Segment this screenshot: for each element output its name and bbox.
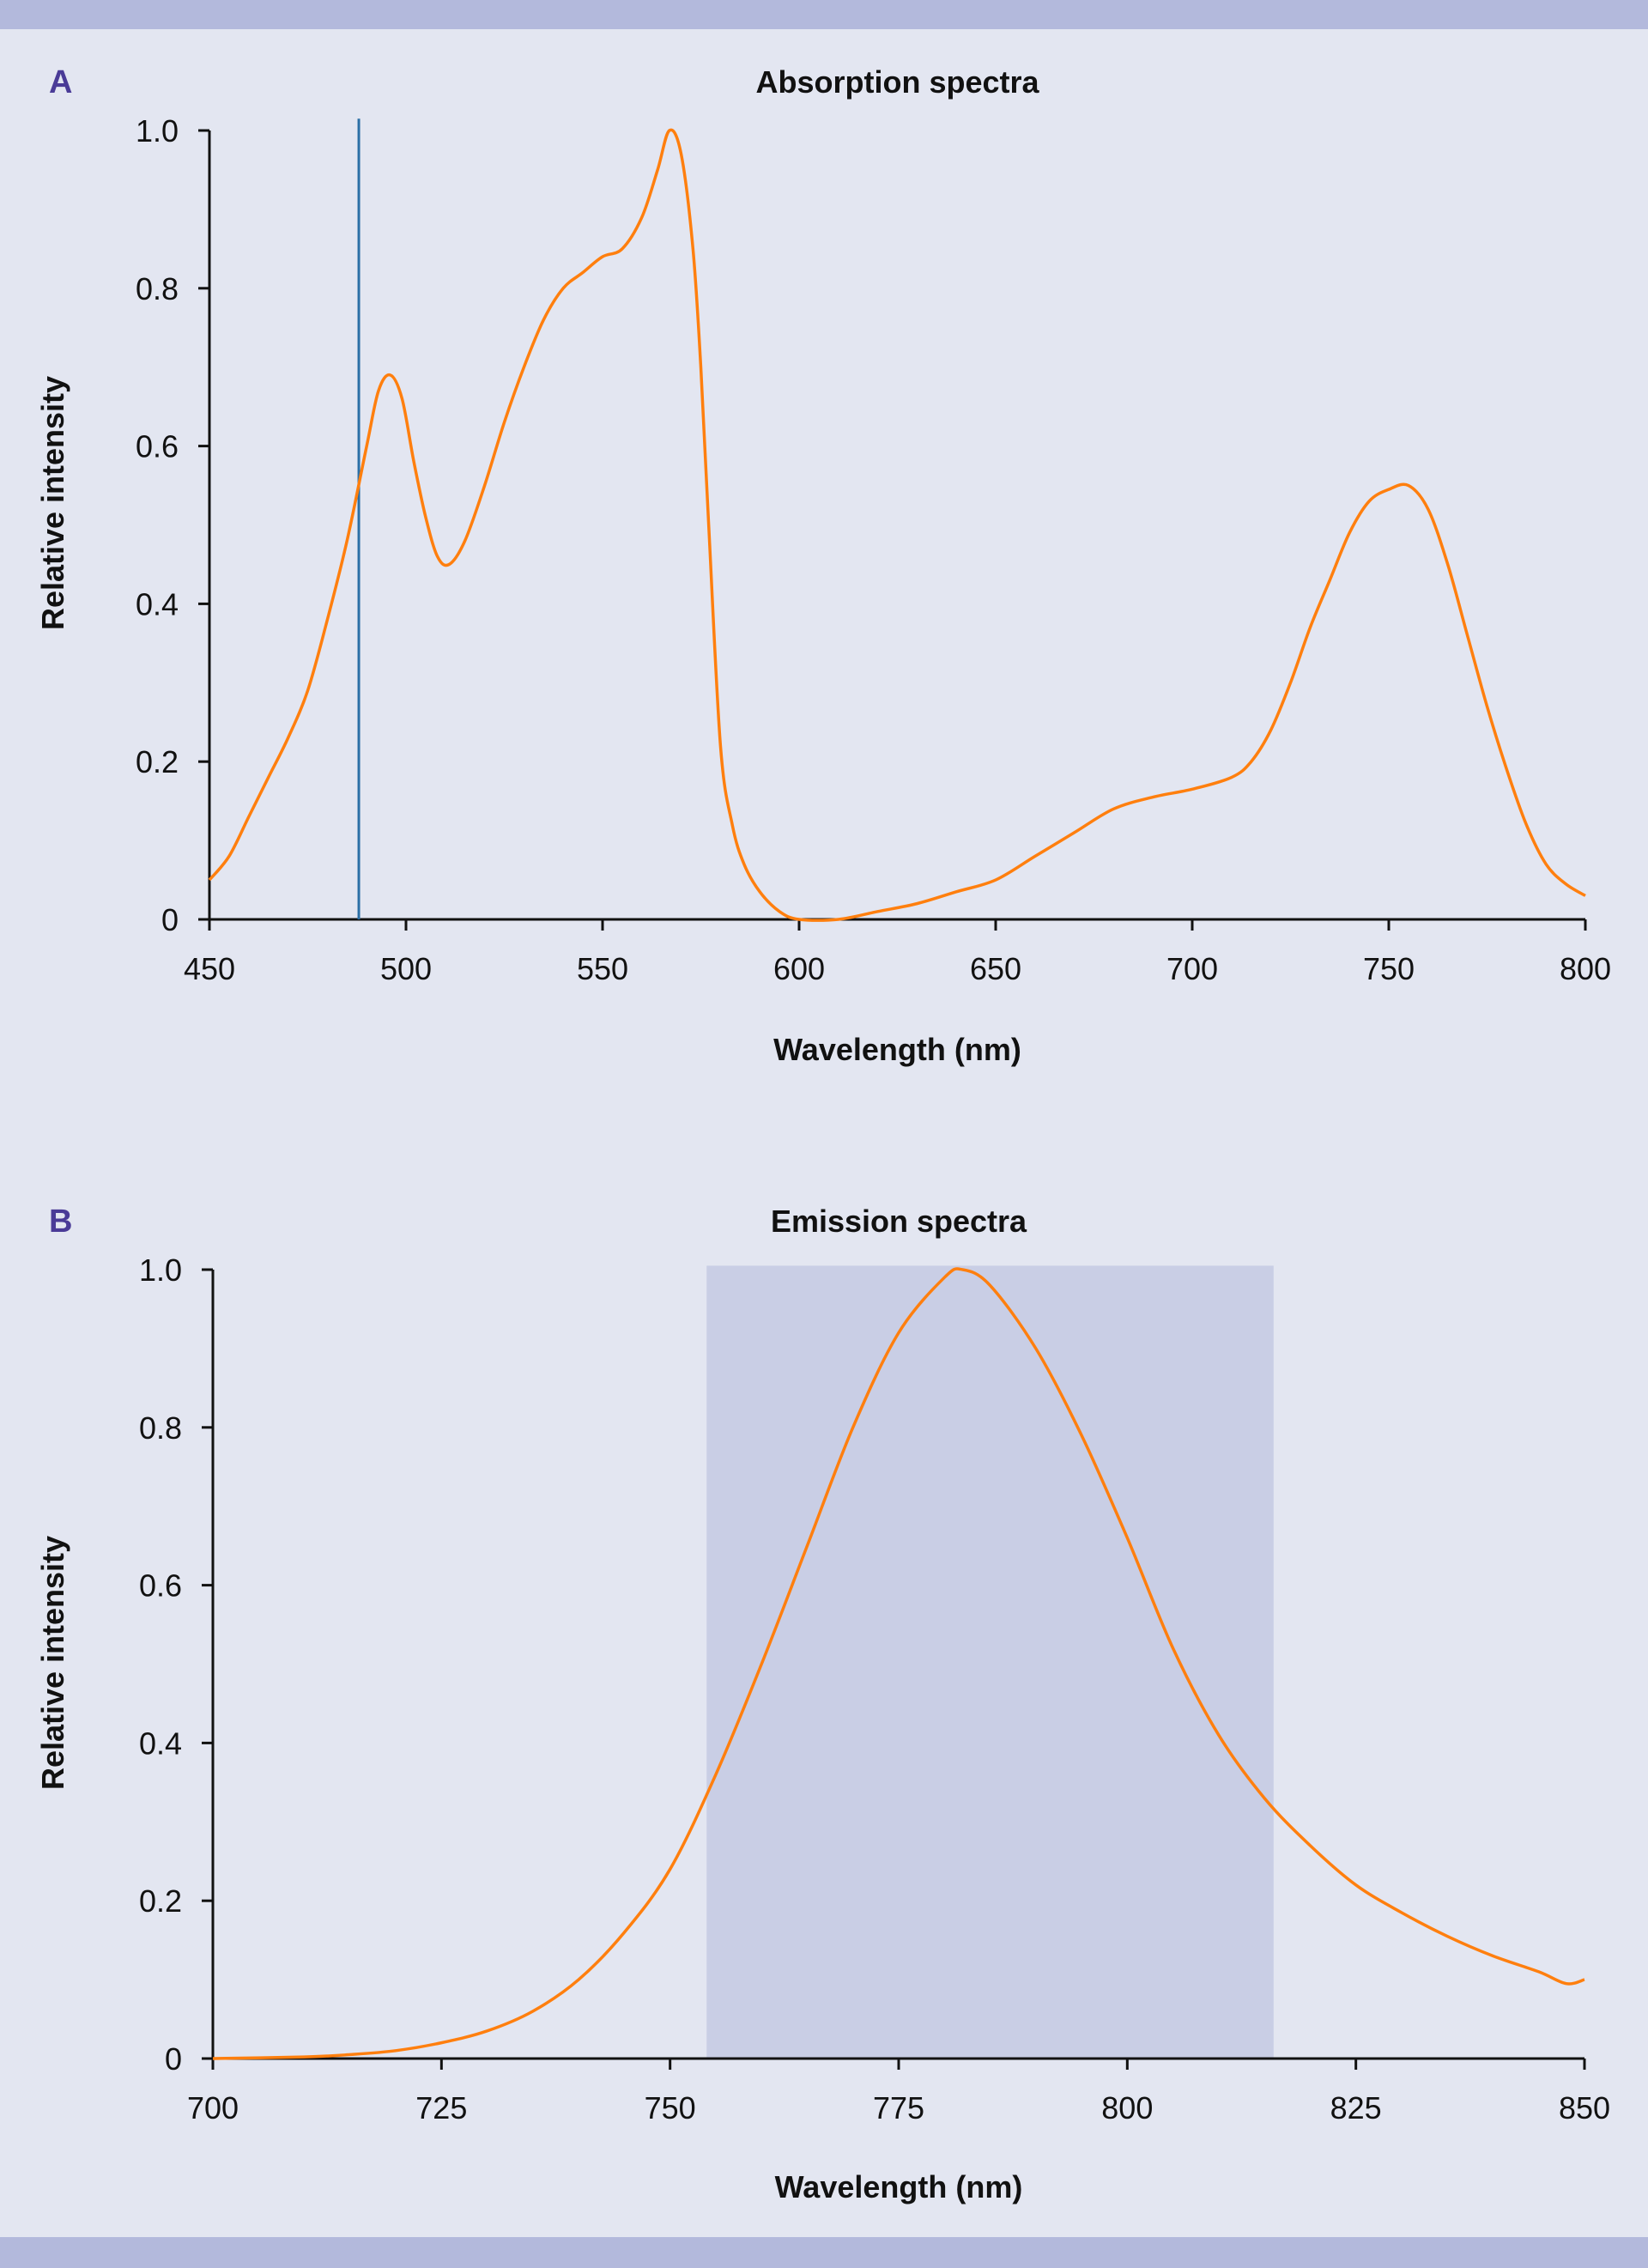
x-axis-label-b: Wavelength (nm): [775, 2169, 1023, 2204]
x-tick-label-a: 650: [970, 951, 1021, 986]
x-tick-label-a: 800: [1560, 951, 1611, 986]
x-tick-label-a: 500: [380, 951, 432, 986]
panel-label-a: A: [49, 64, 72, 100]
y-tick-label-b: 0.8: [139, 1410, 182, 1446]
y-tick-label-a: 0.2: [136, 744, 179, 779]
y-tick-label-a: 0: [161, 902, 179, 937]
y-tick-label-b: 0.4: [139, 1725, 182, 1761]
emission-filter-band-b: [706, 1265, 1274, 2059]
x-tick-label-b: 725: [415, 2090, 467, 2125]
x-axis-label-a: Wavelength (nm): [773, 1032, 1021, 1067]
x-tick-label-b: 800: [1101, 2090, 1153, 2125]
x-tick-label-b: 825: [1330, 2090, 1382, 2125]
y-tick-label-b: 0.6: [139, 1568, 182, 1604]
y-tick-label-a: 0.4: [136, 586, 179, 622]
x-tick-label-a: 750: [1363, 951, 1415, 986]
x-tick-label-b: 775: [873, 2090, 924, 2125]
x-tick-label-b: 850: [1559, 2090, 1610, 2125]
y-tick-label-a: 0.8: [136, 271, 179, 306]
x-tick-label-b: 750: [645, 2090, 696, 2125]
x-tick-label-a: 600: [773, 951, 825, 986]
x-tick-label-b: 700: [187, 2090, 239, 2125]
y-tick-label-a: 1.0: [136, 113, 179, 149]
chart-title-b: Emission spectra: [771, 1204, 1027, 1239]
x-tick-label-a: 700: [1166, 951, 1218, 986]
y-tick-label-b: 0.2: [139, 1883, 182, 1919]
x-tick-label-a: 550: [577, 951, 628, 986]
y-tick-label-a: 0.6: [136, 429, 179, 464]
y-axis-label-a: Relative intensity: [35, 376, 70, 630]
bottom-band: [0, 2237, 1648, 2268]
y-tick-label-b: 1.0: [139, 1252, 182, 1288]
emission-curve: [212, 1267, 1585, 2060]
x-tick-label-a: 450: [184, 951, 235, 986]
y-tick-label-b: 0: [165, 2041, 182, 2077]
panel-label-b: B: [49, 1204, 72, 1240]
top-band: [0, 0, 1648, 29]
absorption-curve: [208, 128, 1586, 922]
y-axis-label-b: Relative intensity: [35, 1536, 70, 1790]
chart-title-a: Absorption spectra: [755, 64, 1039, 100]
